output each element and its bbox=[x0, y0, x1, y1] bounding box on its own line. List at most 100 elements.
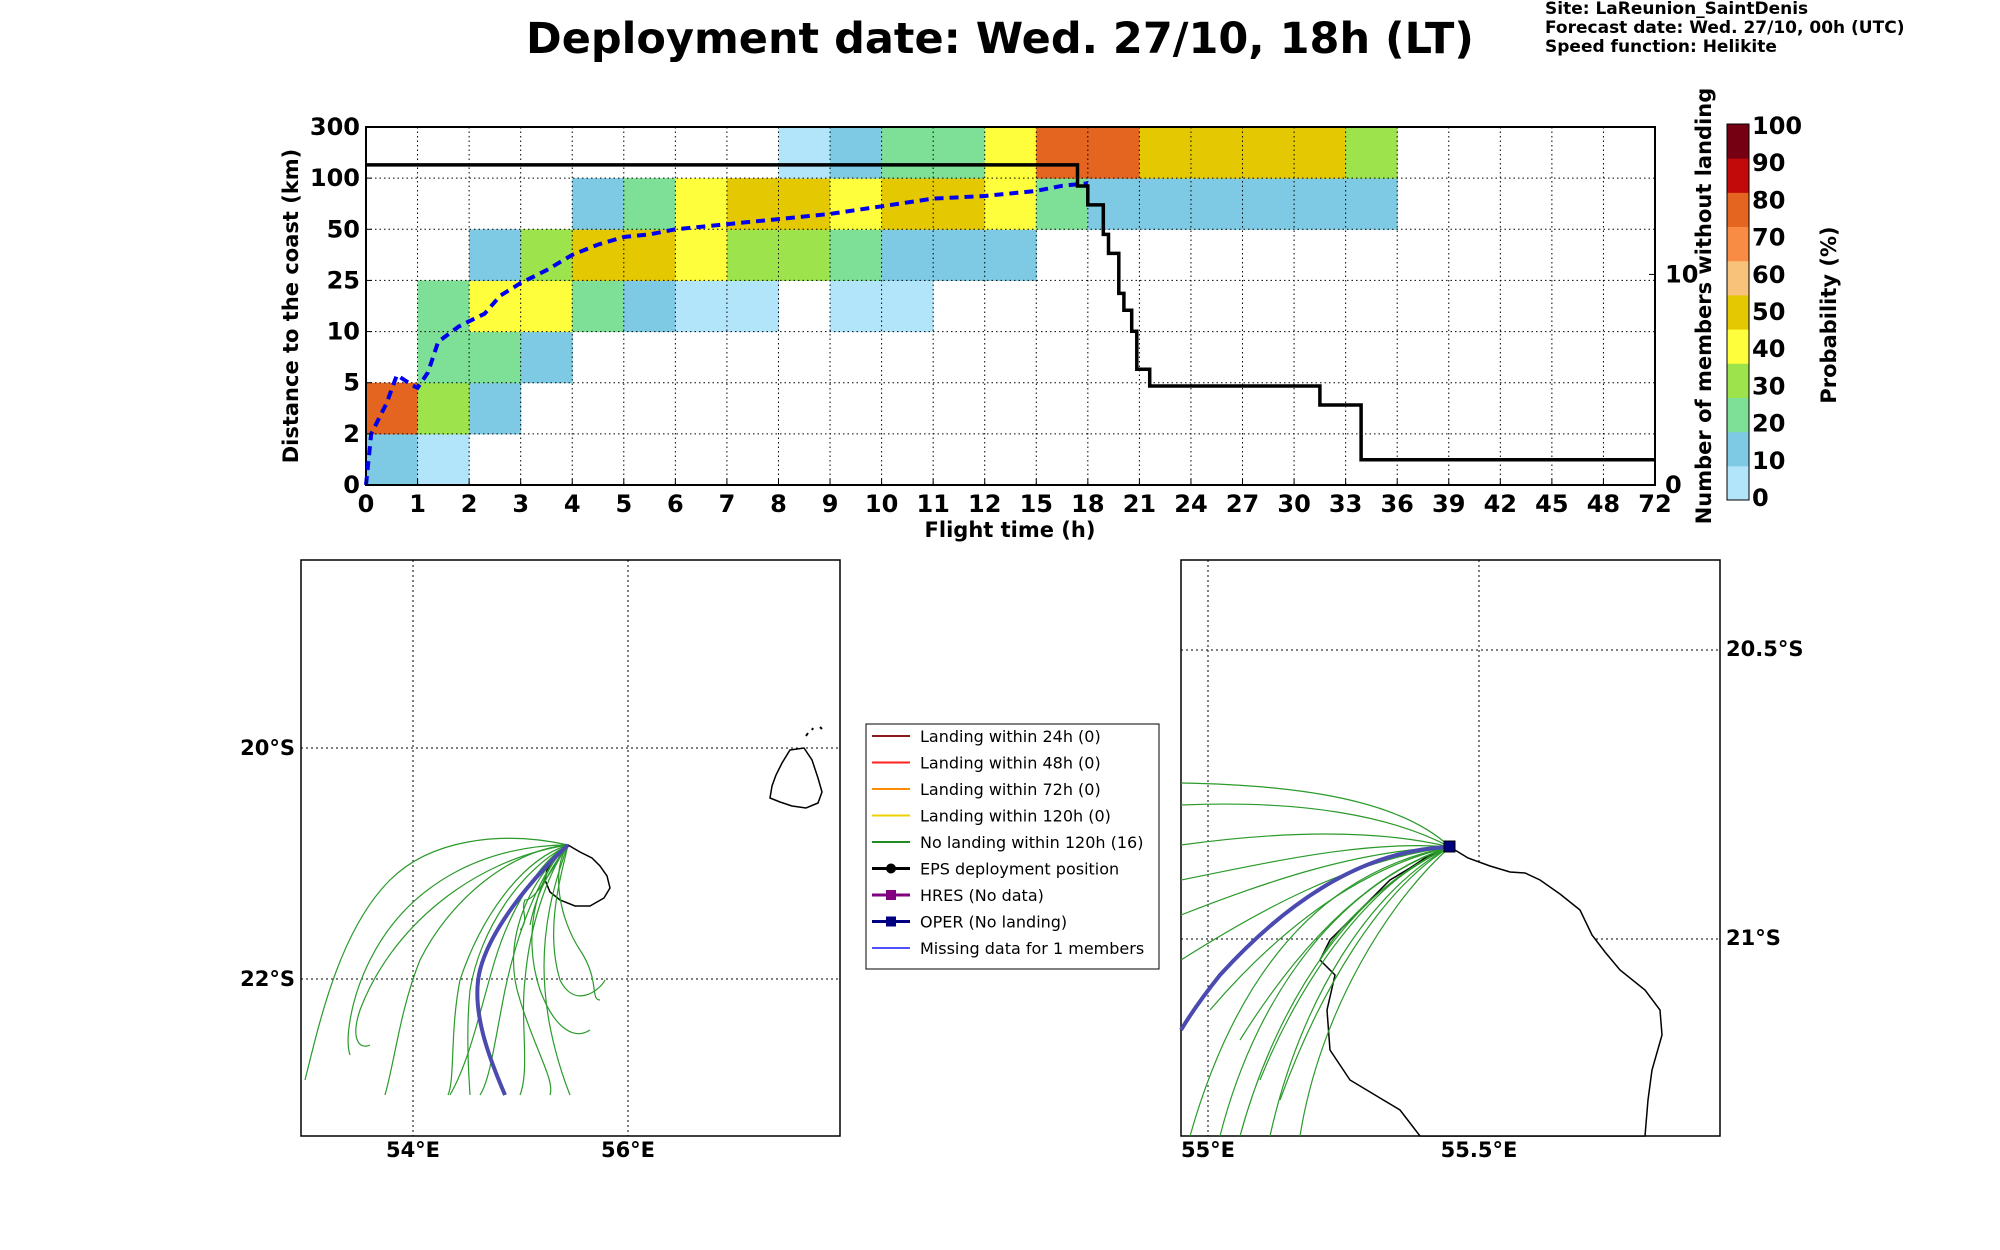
x-tick-label: 11 bbox=[916, 490, 949, 518]
legend-label: OPER (No landing) bbox=[920, 913, 1067, 932]
colorbar-tick-label: 20 bbox=[1752, 410, 1785, 438]
heatmap-cell bbox=[1294, 178, 1347, 230]
heatmap-cell bbox=[1139, 127, 1192, 179]
heatmap-cell bbox=[572, 280, 625, 333]
x-tick-label: 2 bbox=[461, 490, 478, 518]
colorbar-tick-label: 40 bbox=[1752, 335, 1785, 363]
x-tick-label: 5 bbox=[615, 490, 632, 518]
colorbar-tick-label: 10 bbox=[1752, 447, 1785, 475]
speed-info: Speed function: Helikite bbox=[1545, 37, 1777, 57]
heatmap-cell bbox=[984, 127, 1037, 179]
x-axis-label: Flight time (h) bbox=[925, 518, 1096, 542]
map-left-lat-tick: 22°S bbox=[240, 967, 295, 991]
heatmap-cell bbox=[881, 127, 934, 179]
heatmap-cell bbox=[675, 229, 728, 281]
heatmap-cell bbox=[469, 331, 522, 384]
y-axis-label: Distance to the coast (km) bbox=[279, 149, 303, 464]
legend-label: EPS deployment position bbox=[920, 860, 1119, 879]
colorbar-tick-label: 0 bbox=[1752, 484, 1769, 512]
trajectory bbox=[1219, 846, 1451, 1137]
y-tick-label: 100 bbox=[310, 164, 360, 192]
trajectory bbox=[1189, 846, 1451, 1137]
x-tick-label: 42 bbox=[1484, 490, 1517, 518]
x-tick-label: 0 bbox=[358, 490, 375, 518]
heatmap-cell bbox=[1036, 127, 1089, 179]
chart-lines bbox=[364, 163, 1655, 486]
trajectory bbox=[449, 844, 569, 1096]
heatmap-cell bbox=[572, 178, 625, 230]
colorbar-segment bbox=[1727, 397, 1749, 433]
trajectory bbox=[1180, 803, 1451, 848]
y-tick-label: 25 bbox=[327, 266, 360, 294]
legend-label: HRES (No data) bbox=[920, 886, 1044, 905]
oper-trajectory-zoom bbox=[1179, 845, 1451, 1032]
y2-tick-label: 0 bbox=[1665, 471, 1682, 499]
legend-label: Landing within 120h (0) bbox=[920, 807, 1111, 826]
trajectory bbox=[1180, 846, 1451, 961]
heatmap-cell bbox=[1190, 127, 1244, 179]
trajectory bbox=[519, 844, 569, 1096]
colorbar-segment bbox=[1727, 226, 1749, 262]
heatmap-cell bbox=[726, 229, 779, 281]
x-tick-label: 18 bbox=[1071, 490, 1104, 518]
map-right-trajectories bbox=[1180, 782, 1451, 1137]
oper-trajectory bbox=[475, 843, 570, 1096]
colorbar: 0 10 20 30 40 50 60 70 80 90 100 bbox=[1726, 112, 1802, 512]
trajectory bbox=[519, 844, 569, 931]
chart-grid bbox=[366, 127, 1655, 485]
heatmap-cell bbox=[933, 229, 986, 281]
heatmap-cell bbox=[1242, 127, 1295, 179]
heatmap-cell bbox=[1242, 178, 1295, 230]
colorbar-tick-label: 90 bbox=[1752, 149, 1785, 177]
colorbar-segment bbox=[1727, 158, 1749, 193]
chart-frame bbox=[365, 126, 1656, 486]
map-left-lat-tick: 20°S bbox=[240, 736, 295, 760]
heatmap-cell bbox=[778, 127, 831, 179]
heatmap-cell bbox=[623, 178, 676, 230]
x-tick-label: 4 bbox=[564, 490, 581, 518]
colorbar-tick-label: 70 bbox=[1752, 224, 1785, 252]
legend-label: No landing within 120h (16) bbox=[920, 833, 1143, 852]
trajectory bbox=[355, 844, 569, 1047]
heatmap-cell bbox=[830, 229, 883, 281]
heatmap-cell bbox=[726, 280, 779, 333]
colorbar-frame bbox=[1726, 123, 1750, 501]
colorbar-label: Probability (%) bbox=[1817, 226, 1841, 403]
members-without-landing-line bbox=[366, 163, 1655, 462]
heatmap-cell bbox=[1345, 178, 1398, 230]
legend-marker bbox=[886, 863, 896, 874]
colorbar-tick-label: 30 bbox=[1752, 372, 1785, 400]
mauritius-island-outline bbox=[769, 747, 823, 809]
x-tick-label: 48 bbox=[1587, 490, 1620, 518]
trajectory bbox=[1180, 833, 1451, 848]
trajectory bbox=[531, 844, 591, 1035]
median-distance-line bbox=[364, 181, 1088, 486]
forecast-info: Forecast date: Wed. 27/10, 00h (UTC) bbox=[1545, 18, 1905, 38]
site-info: Site: LaReunion_SaintDenis bbox=[1545, 0, 1809, 19]
heatmap-cell bbox=[984, 229, 1037, 281]
trajectory bbox=[447, 844, 569, 1096]
colorbar-segment bbox=[1727, 465, 1749, 501]
colorbar-segment bbox=[1727, 431, 1749, 467]
x-tick-label: 39 bbox=[1432, 490, 1465, 518]
map-right-lat-tick: 20.5°S bbox=[1726, 637, 1803, 661]
x-tick-label: 7 bbox=[719, 490, 736, 518]
heatmap-cell bbox=[520, 229, 573, 281]
heatmap-cell bbox=[830, 178, 883, 230]
x-tick-label: 36 bbox=[1380, 490, 1413, 518]
colorbar-tick-label: 80 bbox=[1752, 186, 1785, 214]
heatmap-cell bbox=[675, 178, 728, 230]
heatmap-cell bbox=[726, 178, 779, 230]
heatmap-cell bbox=[778, 178, 831, 230]
x-tick-label: 3 bbox=[512, 490, 529, 518]
heatmap-cell bbox=[469, 382, 522, 435]
map-right: 55°E 55.5°E 20.5°S 21°S bbox=[1179, 559, 1803, 1162]
x-tick-label: 15 bbox=[1020, 490, 1053, 518]
x-tick-label: 6 bbox=[667, 490, 684, 518]
heatmap-cell bbox=[520, 331, 573, 384]
heatmap-cell bbox=[778, 229, 831, 281]
oper-deployment-marker bbox=[1443, 840, 1456, 853]
map-left-trajectories bbox=[304, 837, 606, 1096]
